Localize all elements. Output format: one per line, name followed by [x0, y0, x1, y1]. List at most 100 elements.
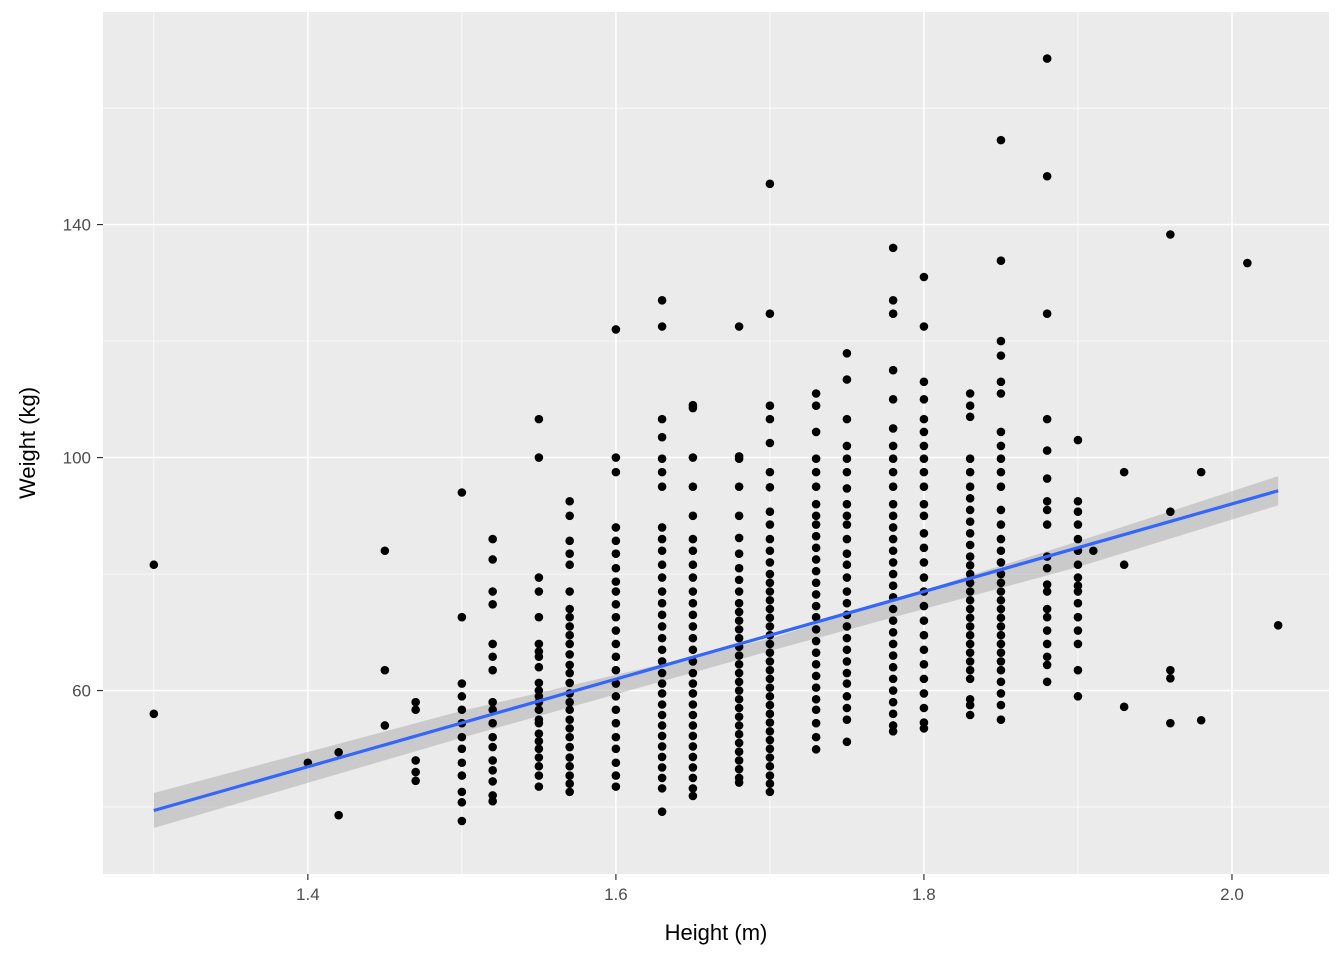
data-point [888, 365, 898, 375]
x-tick-label: 2.0 [1220, 885, 1244, 904]
data-point [965, 710, 975, 720]
data-point [1243, 258, 1252, 268]
data-point [765, 665, 775, 675]
data-point [919, 689, 929, 698]
data-point [765, 735, 775, 745]
data-point [842, 703, 852, 713]
data-point [996, 389, 1006, 398]
x-tick-label: 1.6 [604, 885, 628, 904]
data-point [657, 467, 667, 477]
data-point [996, 482, 1006, 491]
data-point [688, 710, 698, 720]
data-point [488, 796, 497, 806]
data-point [919, 724, 929, 733]
data-point [1073, 692, 1083, 701]
data-point [380, 665, 390, 675]
data-point [842, 737, 852, 747]
data-point [688, 689, 698, 698]
data-point [765, 558, 775, 567]
data-point [996, 677, 1006, 687]
data-point [842, 560, 852, 570]
y-axis-title: Weight (kg) [15, 387, 40, 499]
data-point [811, 427, 821, 437]
data-point [919, 660, 929, 669]
data-point [565, 639, 574, 649]
data-point [765, 648, 775, 657]
data-point [965, 454, 975, 464]
data-point [965, 648, 975, 657]
data-point [534, 639, 544, 649]
data-point [888, 511, 898, 521]
data-point [1073, 639, 1083, 649]
data-point [657, 710, 667, 720]
data-point [488, 742, 497, 752]
data-point [565, 787, 574, 797]
data-point [1073, 598, 1083, 608]
data-point [534, 678, 544, 688]
fit-line [153, 489, 1279, 813]
data-point [996, 665, 1006, 675]
data-point [565, 705, 574, 715]
data-point [565, 678, 574, 688]
data-point [611, 536, 621, 546]
data-point [1073, 587, 1083, 596]
data-point [765, 639, 775, 649]
data-point [149, 709, 159, 719]
data-point [734, 703, 744, 713]
data-point [965, 587, 975, 596]
data-point [1042, 54, 1052, 63]
data-point [888, 581, 898, 590]
data-point [1042, 580, 1052, 589]
data-point [657, 657, 667, 666]
data-point [688, 560, 698, 570]
data-point [811, 671, 821, 681]
data-point [565, 732, 574, 742]
data-point [688, 453, 698, 462]
data-point [842, 441, 852, 451]
data-point [534, 612, 544, 622]
data-point [565, 779, 574, 789]
data-point [734, 511, 744, 521]
data-point [842, 454, 852, 464]
data-point [734, 575, 744, 585]
data-point [1042, 446, 1052, 455]
data-point [657, 773, 667, 783]
data-point [534, 761, 544, 771]
data-point [811, 499, 821, 509]
data-point [888, 569, 898, 579]
data-point [888, 639, 898, 649]
data-point [765, 179, 775, 189]
data-point [1042, 505, 1052, 515]
data-point [765, 718, 775, 727]
data-point [1042, 587, 1052, 596]
data-point [534, 705, 544, 715]
data-point [657, 622, 667, 631]
data-point [657, 573, 667, 582]
data-point [534, 573, 544, 582]
y-tick-label: 140 [63, 216, 91, 235]
data-point [657, 598, 667, 608]
data-point [888, 709, 898, 719]
data-point [765, 595, 775, 605]
data-point [488, 777, 497, 786]
data-point [1073, 435, 1083, 445]
data-point [919, 377, 929, 387]
data-point [611, 692, 621, 701]
data-point [734, 756, 744, 765]
data-point [657, 534, 667, 544]
data-point [842, 549, 852, 558]
data-point [611, 732, 621, 742]
data-point [657, 752, 667, 762]
data-point [611, 782, 621, 791]
data-point [888, 243, 898, 253]
data-point [765, 587, 775, 596]
data-point [965, 622, 975, 631]
data-point [565, 697, 574, 707]
data-point [657, 322, 667, 331]
data-point [1273, 621, 1283, 630]
data-point [919, 528, 929, 538]
data-point [996, 546, 1006, 556]
data-point [811, 601, 821, 611]
data-point [657, 482, 667, 491]
data-point [488, 718, 497, 728]
